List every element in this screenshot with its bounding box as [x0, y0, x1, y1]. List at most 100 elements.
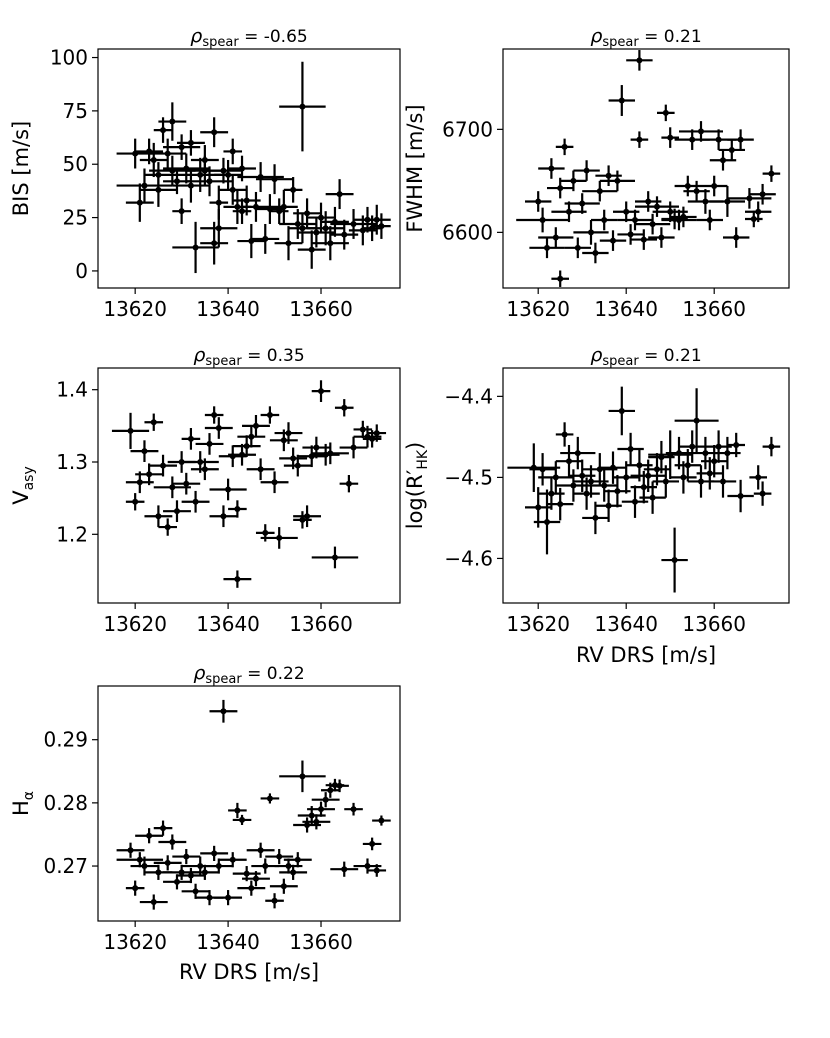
data-point [242, 415, 270, 437]
point-marker [141, 448, 148, 455]
point-marker [276, 534, 283, 541]
point-marker [579, 472, 586, 479]
data-point [362, 837, 382, 851]
data-point [209, 478, 247, 501]
point-marker [160, 462, 167, 469]
data-point [353, 420, 373, 439]
data-point [139, 172, 177, 207]
data-point [529, 237, 565, 259]
x-tick-label: 13620 [103, 297, 167, 321]
point-marker [702, 198, 709, 205]
data-point [158, 834, 187, 850]
x-tick-label: 13640 [196, 612, 260, 636]
data-point [181, 490, 210, 513]
data-point [661, 527, 688, 593]
point-marker [322, 796, 329, 803]
point-marker [737, 136, 744, 143]
data-point [163, 500, 191, 523]
y-axis-label: FWHM [m/s] [403, 104, 427, 232]
point-marker [667, 134, 674, 141]
data-point [311, 546, 359, 569]
data-point [139, 894, 168, 910]
data-point [573, 160, 600, 181]
point-marker [285, 863, 292, 870]
point-marker [768, 170, 775, 177]
y-tick-label: 0.29 [43, 728, 88, 752]
y-tick-label: 6700 [442, 117, 493, 141]
point-marker [720, 157, 726, 164]
point-marker [728, 146, 735, 153]
data-point [551, 201, 587, 223]
data-point [163, 874, 191, 890]
point-marker [280, 203, 287, 210]
data-point [560, 170, 587, 192]
data-point [573, 465, 609, 498]
plot-frame [502, 367, 790, 604]
point-marker [266, 795, 273, 802]
point-marker [280, 437, 287, 444]
data-point [762, 165, 781, 182]
data-point [551, 270, 569, 287]
data-point [116, 842, 145, 858]
point-marker [618, 97, 625, 104]
data-point [362, 204, 391, 235]
point-marker [304, 821, 311, 828]
point-marker [211, 129, 218, 136]
data-point [190, 458, 219, 481]
title-rho: ρ [190, 25, 202, 47]
data-point [111, 412, 150, 449]
data-point [330, 861, 359, 877]
data-point [547, 487, 574, 521]
x-tick-label: 13640 [594, 297, 658, 321]
title-value: = -0.65 [239, 27, 308, 47]
point-marker [169, 118, 176, 125]
point-marker [369, 840, 376, 847]
point-marker [570, 482, 577, 489]
y-axis-label-main: FWHM [m/s] [403, 104, 427, 232]
title-value: = 0.35 [242, 346, 305, 366]
point-marker [623, 208, 630, 215]
plot-frame [97, 48, 401, 289]
point-marker [689, 443, 696, 450]
data-point [613, 461, 640, 494]
point-marker [197, 459, 204, 465]
point-marker [689, 136, 696, 143]
point-marker [257, 847, 264, 854]
title-rho: ρ [590, 344, 602, 366]
data-point [260, 527, 298, 549]
point-marker [243, 870, 250, 877]
point-marker [649, 494, 656, 501]
data-point [200, 845, 229, 861]
data-point [228, 802, 247, 819]
point-marker [173, 178, 180, 185]
point-marker [632, 217, 638, 224]
point-marker [636, 57, 643, 64]
point-marker [649, 221, 656, 228]
data-point [214, 890, 243, 906]
data-point [158, 518, 177, 536]
data-point [144, 505, 173, 528]
point-marker [544, 518, 550, 525]
point-marker [548, 165, 555, 172]
data-point [223, 570, 252, 588]
point-marker [566, 208, 572, 215]
point-marker [294, 220, 301, 227]
point-marker [201, 466, 208, 473]
point-marker [225, 486, 232, 493]
point-marker [680, 213, 687, 220]
data-point [218, 852, 247, 868]
point-marker [127, 847, 134, 854]
title-value: = 0.21 [639, 346, 702, 366]
data-point [705, 430, 732, 463]
point-marker [187, 139, 194, 146]
data-point [749, 465, 767, 490]
point-marker [271, 176, 278, 183]
point-marker [566, 458, 572, 465]
point-marker [313, 444, 320, 451]
point-marker [164, 859, 171, 866]
point-marker [331, 554, 338, 561]
plot-frame [97, 367, 401, 604]
point-marker [141, 182, 148, 189]
point-marker [285, 430, 292, 437]
panel-4: ρspear = 0.21 13620 13640 13660 −4.6 −4.5 −4.4… [403, 344, 790, 667]
